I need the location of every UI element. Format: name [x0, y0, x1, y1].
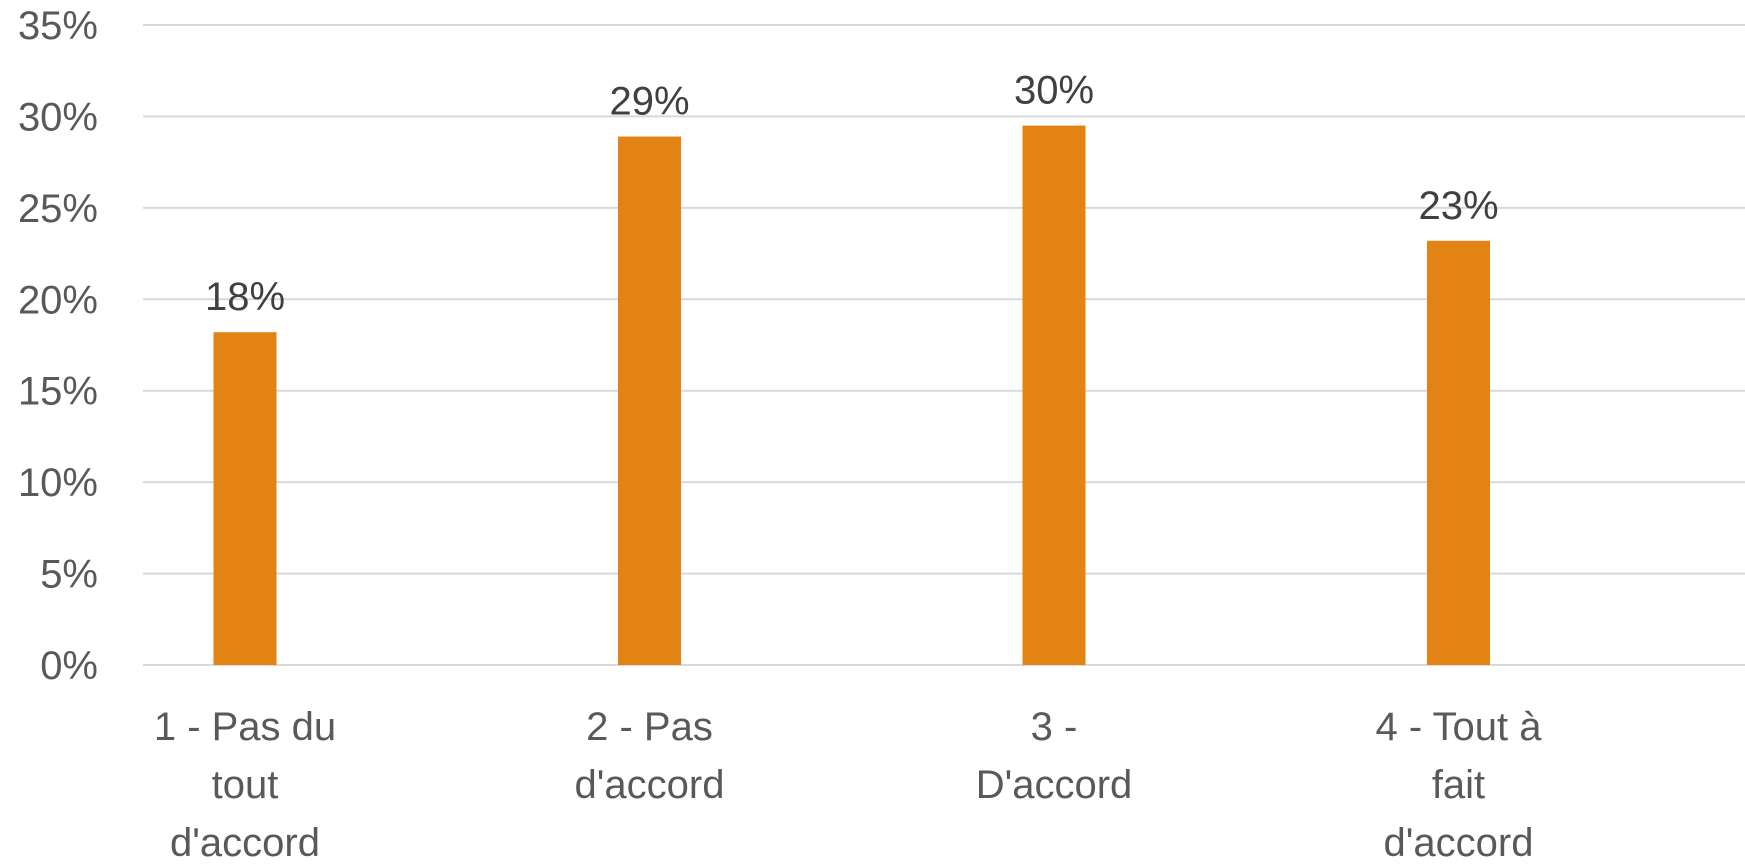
data-label: 30%: [1014, 69, 1094, 113]
y-tick-label: 25%: [18, 187, 98, 231]
y-tick-label: 20%: [18, 278, 98, 322]
x-category-label-line: d'accord: [1384, 821, 1534, 865]
bar: [1022, 125, 1086, 666]
x-category-label-line: d'accord: [170, 821, 320, 865]
y-tick-label: 0%: [40, 644, 98, 688]
bar: [1427, 240, 1490, 665]
bar: [618, 136, 681, 666]
x-category-label: 1 - Pas du tout d'accord: [154, 705, 336, 865]
y-axis-tick-labels: 0% 5% 10% 15% 20% 25% 30% 35%: [18, 4, 98, 688]
data-label: 29%: [609, 80, 689, 124]
x-axis-category-labels: 1 - Pas du tout d'accord 2 - Pas d'accord 3 -…: [154, 705, 1542, 865]
y-tick-label: 10%: [18, 461, 98, 505]
x-category-label-line: 3 -: [1031, 705, 1078, 749]
x-category-label-line: 4 - Tout à: [1375, 705, 1542, 749]
x-category-label: 2 - Pas d'accord: [575, 705, 725, 807]
x-category-label-line: d'accord: [575, 763, 725, 807]
x-category-label-line: 2 - Pas: [586, 705, 713, 749]
bar: [213, 332, 277, 665]
y-tick-label: 35%: [18, 4, 98, 48]
x-category-label-line: tout: [212, 763, 279, 807]
bars: [213, 125, 1490, 666]
data-labels: 18% 29% 30% 23%: [205, 69, 1499, 320]
x-category-label: 3 - D'accord: [976, 705, 1133, 807]
y-tick-label: 30%: [18, 95, 98, 139]
x-category-label: 4 - Tout à fait d'accord: [1375, 705, 1542, 865]
y-tick-label: 5%: [40, 553, 98, 597]
data-label: 18%: [205, 275, 285, 319]
gridlines: [143, 24, 1745, 666]
x-category-label-line: D'accord: [976, 763, 1133, 807]
y-tick-label: 15%: [18, 370, 98, 414]
x-category-label-line: fait: [1432, 763, 1485, 807]
data-label: 23%: [1418, 184, 1498, 228]
x-category-label-line: 1 - Pas du: [154, 705, 336, 749]
